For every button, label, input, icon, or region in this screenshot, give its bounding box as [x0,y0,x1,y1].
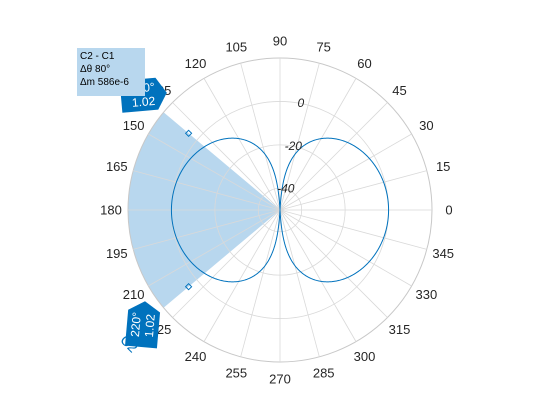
angle-tick-label: 345 [432,246,454,261]
grid-spoke [203,78,281,211]
angle-tick-label: 0 [445,203,452,218]
info-angle-diff: Δθ 80° [80,64,111,75]
polar-grid [127,57,433,363]
cursor-value-label: 1.02 [142,313,158,338]
magnitude-tick-label: 0 [298,96,305,110]
angle-tick-label: 90 [273,34,287,49]
magnitude-tick-labels: -40 -20 0 [277,96,304,196]
grid-spoke [279,209,412,287]
angle-tick-label: 105 [225,39,247,54]
grid-spoke [279,170,427,211]
angle-tick-label: 195 [106,246,128,261]
cursor-flag: 220°1.02 [125,301,161,349]
angle-tick-label: 75 [316,39,330,54]
series-line-layer [170,137,390,283]
grid-spoke [279,209,320,357]
grid-spoke [172,102,281,211]
cursor-flag-shape [125,301,161,349]
grid-spoke [240,209,281,357]
angle-tick-label: 315 [389,322,411,337]
angle-tick-label: 240 [185,349,207,364]
grid-spoke [240,63,281,211]
series-line [170,137,390,283]
angle-tick-label: 180 [100,203,122,218]
angle-tick-label: 150 [123,118,145,133]
angle-tick-label: 210 [123,287,145,302]
grid-spoke [279,209,388,318]
cursor-angle-label: 220° [128,311,144,337]
grid-spoke [279,63,320,211]
cursor-point-marker [184,282,193,291]
angle-tick-label: 120 [185,56,207,71]
grid-spoke [279,78,357,211]
angle-tick-label: 45 [392,83,406,98]
grid-spoke [133,209,281,250]
cursor-point-marker [184,129,193,138]
grid-spoke [279,102,388,211]
grid-spoke [133,170,281,211]
info-title: C2 - C1 [80,51,115,62]
grid-spoke [279,133,412,211]
angle-tick-label: 60 [357,56,371,71]
grid-spoke [203,209,281,342]
magnitude-tick-label: -20 [285,139,303,153]
angle-tick-label: 255 [225,366,247,381]
angle-tick-label: 285 [313,366,335,381]
angle-tick-label: 30 [419,118,433,133]
grid-spoke [172,209,281,318]
cursor-difference-box: C2 - C1 Δθ 80° Δm 586e-6 [77,48,145,96]
grid-spoke [148,133,281,211]
angle-tick-label: 270 [269,372,291,387]
cursor-value-label: 1.02 [131,94,156,110]
grid-spoke [279,209,357,342]
angle-tick-label: 165 [106,159,128,174]
magnitude-tick-label: -40 [277,182,295,196]
grid-spoke [279,209,427,250]
angle-tick-label: 15 [436,159,450,174]
info-mag-diff: Δm 586e-6 [80,77,129,88]
angle-tick-label: 330 [416,287,438,302]
grid-spoke [148,209,281,287]
angle-tick-label: 300 [354,349,376,364]
